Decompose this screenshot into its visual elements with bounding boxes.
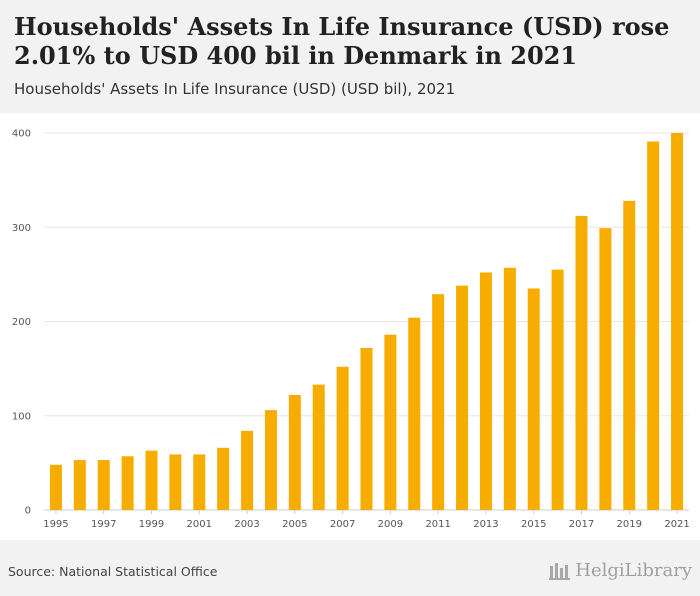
x-tick-label: 2009 — [378, 519, 403, 530]
bar-2019[interactable] — [623, 200, 636, 511]
x-tick-label: 2005 — [282, 519, 307, 530]
bar-2020[interactable] — [647, 141, 660, 511]
chart-canvas: 0 100 200 300 400 1995 1997 1999 2001 2003 2005 20… — [12, 129, 690, 531]
bar-2005[interactable] — [288, 395, 301, 510]
bar-2000[interactable] — [169, 454, 182, 510]
bar-2014[interactable] — [503, 267, 516, 510]
x-tick-label: 2017 — [569, 519, 594, 530]
x-axis-ticks: 1995 1997 1999 2001 2003 2005 2007 2009 2011 2013… — [43, 510, 690, 530]
bar-2004[interactable] — [264, 410, 277, 510]
bar-2006[interactable] — [312, 384, 325, 510]
helgi-library-logo[interactable]: HelgiLibrary — [549, 557, 692, 583]
x-tick-label: 1995 — [43, 519, 68, 530]
y-tick-label: 200 — [12, 317, 31, 328]
x-tick-label: 2021 — [664, 519, 689, 530]
x-tick-label: 1999 — [139, 519, 164, 530]
y-tick-label: 100 — [12, 411, 31, 422]
bar-2003[interactable] — [241, 430, 254, 510]
bar-1997[interactable] — [97, 460, 110, 510]
library-building-icon — [549, 563, 571, 580]
footer: Source: National Statistical Office Helg… — [0, 540, 700, 596]
bar-2002[interactable] — [217, 447, 230, 510]
bar-2009[interactable] — [384, 334, 397, 510]
bar-2016[interactable] — [551, 269, 564, 510]
bar-2021[interactable] — [671, 133, 684, 510]
chart-title: Households' Assets In Life Insurance (US… — [14, 12, 670, 70]
bar-2001[interactable] — [193, 454, 206, 510]
y-tick-label: 400 — [12, 129, 31, 140]
x-tick-label: 2003 — [234, 519, 259, 530]
bar-2011[interactable] — [432, 294, 445, 510]
bars — [49, 133, 684, 511]
y-axis-ticks: 0 100 200 300 400 — [12, 129, 31, 517]
bar-2015[interactable] — [527, 288, 540, 510]
bar-2012[interactable] — [456, 285, 469, 510]
x-tick-label: 2001 — [187, 519, 212, 530]
bar-2013[interactable] — [479, 272, 492, 510]
x-tick-label: 2013 — [473, 519, 498, 530]
bar-2010[interactable] — [408, 317, 421, 510]
x-tick-label: 2007 — [330, 519, 355, 530]
bar-2017[interactable] — [575, 215, 588, 510]
bar-2018[interactable] — [599, 228, 612, 510]
x-tick-label: 2011 — [425, 519, 450, 530]
source-note: Source: National Statistical Office — [8, 564, 218, 579]
x-tick-label: 2015 — [521, 519, 546, 530]
y-tick-label: 300 — [12, 223, 31, 234]
bar-chart: 0 100 200 300 400 1995 1997 1999 2001 2003 2005 20… — [0, 113, 700, 540]
y-tick-label: 0 — [25, 506, 31, 517]
header: Households' Assets In Life Insurance (US… — [0, 0, 700, 113]
bar-1999[interactable] — [145, 450, 158, 510]
logo-text: HelgiLibrary — [575, 559, 692, 581]
chart-subtitle: Households' Assets In Life Insurance (US… — [14, 80, 456, 98]
bar-2008[interactable] — [360, 347, 373, 510]
bar-1996[interactable] — [73, 460, 86, 510]
bar-1998[interactable] — [121, 456, 134, 510]
bar-1995[interactable] — [49, 464, 62, 510]
x-tick-label: 2019 — [617, 519, 642, 530]
x-tick-label: 1997 — [91, 519, 116, 530]
bar-2007[interactable] — [336, 366, 349, 510]
